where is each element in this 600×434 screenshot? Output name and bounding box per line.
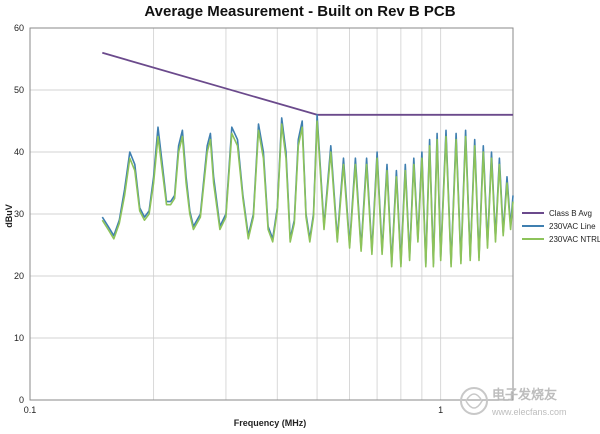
chart-title: Average Measurement - Built on Rev B PCB bbox=[144, 3, 455, 20]
series-lines bbox=[101, 51, 514, 268]
y-tick-label: 60 bbox=[14, 23, 24, 33]
legend: Class B Avg 230VAC Line 230VAC NTRL bbox=[522, 209, 600, 244]
y-axis-label: dBuV bbox=[4, 204, 14, 228]
x-tick-label: 0.1 bbox=[24, 405, 37, 415]
y-tick-label: 20 bbox=[14, 271, 24, 281]
series-line-230vac-ntrl bbox=[101, 120, 514, 268]
y-tick-label: 50 bbox=[14, 85, 24, 95]
watermark-svg: 电子发烧友 www.elecfans.com bbox=[460, 387, 567, 417]
plot-area-frame bbox=[29, 27, 514, 401]
axes: 0 10 20 30 40 50 60 0.1 1 bbox=[14, 23, 514, 415]
grid-lines bbox=[29, 27, 513, 401]
series-line-class-b-avg bbox=[102, 51, 513, 116]
watermark-circle-icon bbox=[460, 387, 488, 415]
y-tick-label: 0 bbox=[19, 395, 24, 405]
watermark-line2: www.elecfans.com bbox=[491, 407, 567, 417]
y-tick-label: 40 bbox=[14, 147, 24, 157]
y-tick-label: 10 bbox=[14, 333, 24, 343]
legend-label: 230VAC NTRL bbox=[549, 235, 600, 244]
x-axis-label: Frequency (MHz) bbox=[234, 418, 307, 428]
y-tick-label: 30 bbox=[14, 209, 24, 219]
legend-label: 230VAC Line bbox=[549, 222, 596, 231]
legend-label: Class B Avg bbox=[549, 209, 592, 218]
watermark-swirl-icon bbox=[465, 393, 483, 409]
watermark-line1: 电子发烧友 bbox=[492, 387, 557, 402]
x-tick-label: 1 bbox=[438, 405, 443, 415]
watermark-logo: 电子发烧友 www.elecfans.com bbox=[456, 379, 586, 423]
